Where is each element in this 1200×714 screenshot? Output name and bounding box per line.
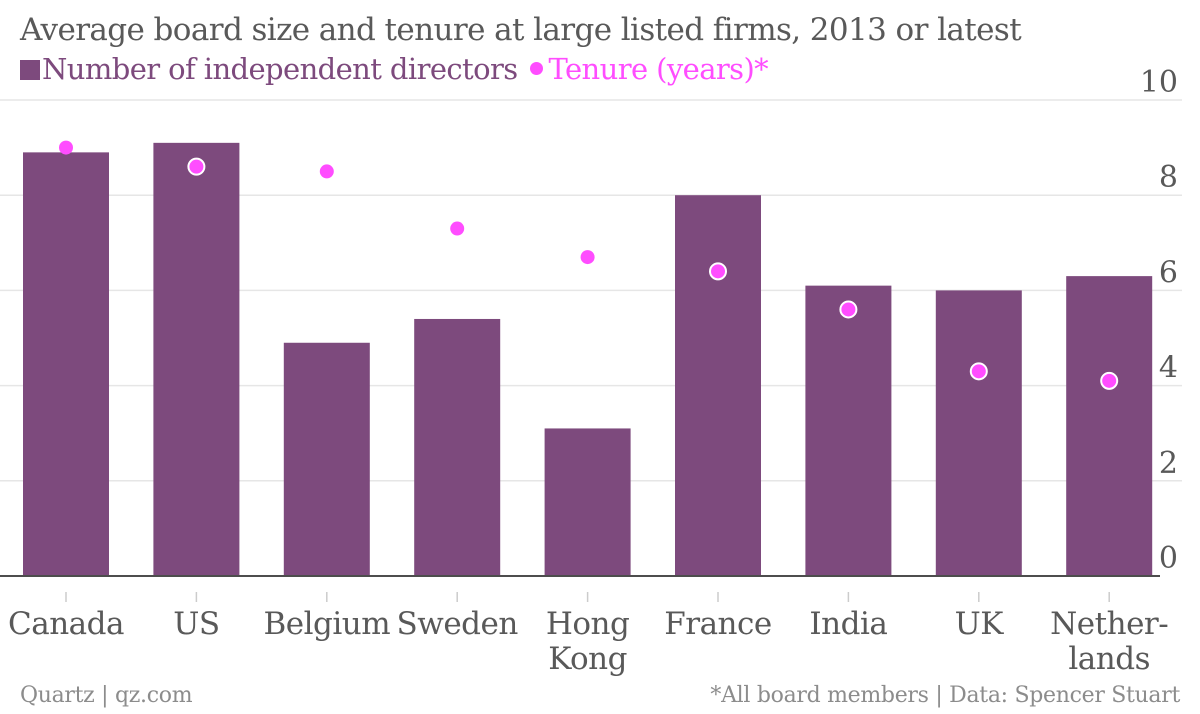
x-tick-label: Canada: [8, 606, 124, 642]
y-tick-label: 0: [1159, 541, 1178, 576]
chart-title: Average board size and tenure at large l…: [20, 12, 1022, 48]
x-tick-label: Hong Kong: [546, 606, 630, 677]
legend-label-tenure: Tenure (years)*: [548, 52, 769, 86]
bar: [153, 142, 240, 576]
legend: Number of independent directors Tenure (y…: [20, 52, 769, 86]
y-tick-label: 2: [1159, 446, 1178, 481]
bar: [805, 285, 892, 576]
bar: [283, 342, 370, 576]
y-tick-label: 4: [1159, 351, 1178, 386]
tenure-dot: [450, 221, 465, 236]
x-tick-label: Sweden: [397, 606, 519, 642]
tenure-dot: [187, 157, 206, 176]
legend-bar-swatch-icon: [20, 60, 40, 80]
x-tick-label: US: [173, 606, 219, 642]
x-tick-label: India: [809, 606, 887, 642]
legend-label-directors: Number of independent directors: [42, 52, 518, 86]
tenure-dot: [1100, 371, 1119, 390]
tenure-dot: [969, 362, 988, 381]
tenure-dot: [709, 262, 727, 281]
x-tick-label: Belgium: [263, 606, 390, 642]
bar: [23, 152, 109, 577]
source-note: *All board members | Data: Spencer Stuar…: [710, 683, 1180, 708]
source-credit: Quartz | qz.com: [20, 683, 193, 708]
bar: [675, 195, 761, 576]
bar: [414, 318, 501, 576]
tenure-dot: [839, 300, 858, 319]
x-tick-label: France: [664, 606, 771, 642]
bar: [544, 428, 631, 576]
x-tick-label: UK: [955, 606, 1005, 642]
tenure-dot: [319, 164, 334, 179]
bar: [935, 290, 1022, 576]
y-tick-label: 8: [1159, 160, 1178, 195]
tenure-dot: [59, 140, 73, 155]
x-tick-label: Nether-lands: [1050, 606, 1168, 677]
tenure-dot: [580, 250, 595, 265]
legend-dot-icon: [529, 62, 543, 75]
bar: [1066, 276, 1153, 576]
y-tick-label: 6: [1159, 255, 1178, 290]
y-tick-label: 10: [1140, 65, 1178, 100]
